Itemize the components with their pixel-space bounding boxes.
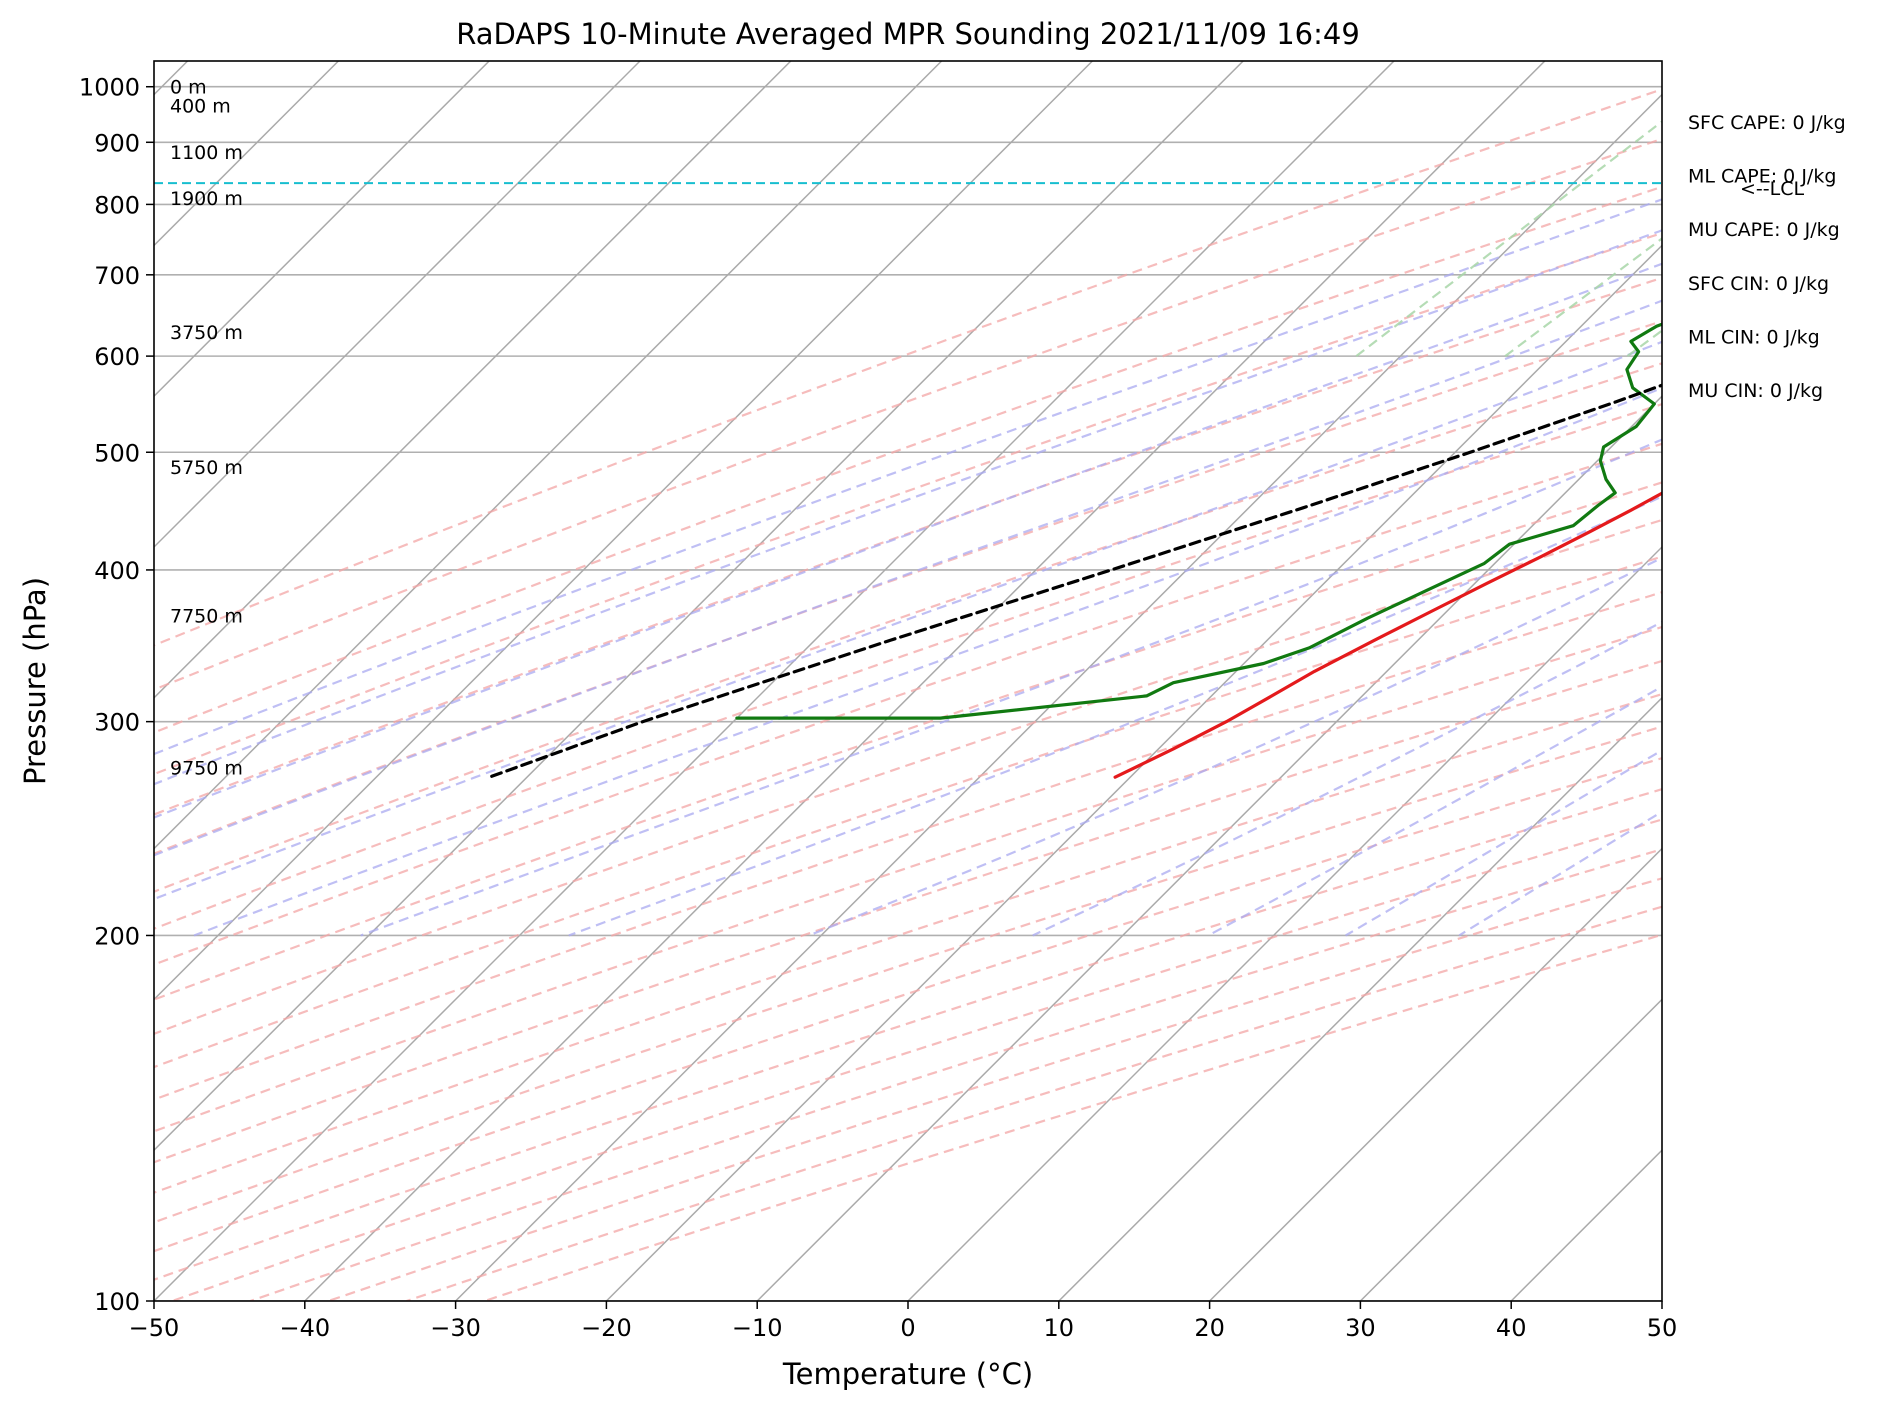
x-tick-label: 10 bbox=[1044, 1314, 1075, 1342]
y-tick-label: 200 bbox=[94, 922, 140, 950]
y-tick-label: 500 bbox=[94, 439, 140, 467]
stability-index: ML CIN: 0 J/kg bbox=[1688, 326, 1820, 348]
x-tick-label: 20 bbox=[1194, 1314, 1225, 1342]
height-label: 5750 m bbox=[170, 457, 243, 479]
stability-index: SFC CAPE: 0 J/kg bbox=[1688, 112, 1846, 134]
y-tick-label: 1000 bbox=[79, 74, 140, 102]
x-tick-label: −40 bbox=[279, 1314, 330, 1342]
height-label: 1900 m bbox=[170, 188, 243, 210]
x-tick-label: 30 bbox=[1345, 1314, 1376, 1342]
x-axis-label: Temperature (°C) bbox=[782, 1357, 1033, 1391]
height-label: 3750 m bbox=[170, 322, 243, 344]
x-tick-label: 40 bbox=[1496, 1314, 1527, 1342]
lcl-label: <--LCL bbox=[1740, 178, 1804, 200]
y-tick-label: 600 bbox=[94, 343, 140, 371]
x-tick-label: −20 bbox=[581, 1314, 632, 1342]
y-axis-label: Pressure (hPa) bbox=[18, 577, 52, 785]
y-tick-label: 800 bbox=[94, 191, 140, 219]
height-label: 9750 m bbox=[170, 758, 243, 780]
y-tick-label: 900 bbox=[94, 129, 140, 157]
y-tick-label: 700 bbox=[94, 262, 140, 290]
height-label: 1100 m bbox=[170, 142, 243, 164]
x-tick-label: −10 bbox=[732, 1314, 783, 1342]
x-tick-label: −30 bbox=[430, 1314, 481, 1342]
stability-index: SFC CIN: 0 J/kg bbox=[1688, 273, 1829, 295]
stability-index: MU CIN: 0 J/kg bbox=[1688, 380, 1823, 402]
height-label: 400 m bbox=[170, 96, 231, 118]
x-tick-label: 0 bbox=[900, 1314, 915, 1342]
height-label: 7750 m bbox=[170, 605, 243, 627]
x-tick-label: 50 bbox=[1647, 1314, 1678, 1342]
y-tick-label: 300 bbox=[94, 709, 140, 737]
y-tick-label: 400 bbox=[94, 557, 140, 585]
stability-index: MU CAPE: 0 J/kg bbox=[1688, 219, 1840, 241]
height-label: 0 m bbox=[170, 77, 207, 99]
y-tick-label: 100 bbox=[94, 1288, 140, 1316]
chart-title: RaDAPS 10-Minute Averaged MPR Sounding 2… bbox=[456, 17, 1360, 51]
x-tick-label: −50 bbox=[129, 1314, 180, 1342]
